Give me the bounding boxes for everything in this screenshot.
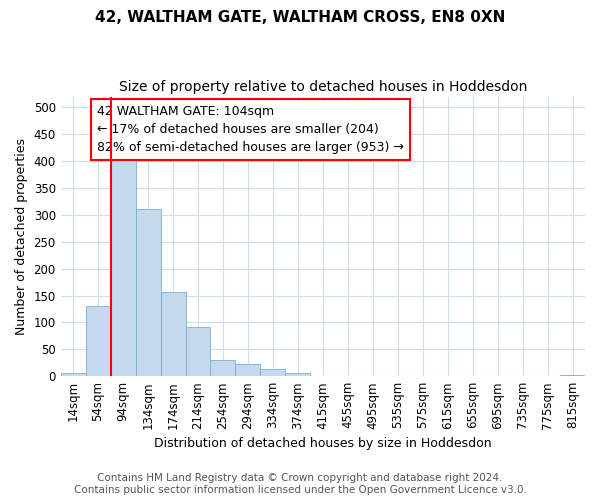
Bar [110,158,136,376]
Bar [185,326,211,376]
Bar [260,368,286,376]
Bar [86,306,110,376]
Text: 42 WALTHAM GATE: 104sqm
← 17% of detached houses are smaller (204)
82% of semi-d: 42 WALTHAM GATE: 104sqm ← 17% of detache… [97,105,404,154]
Bar [161,292,185,376]
Bar [211,360,235,376]
Text: Contains HM Land Registry data © Crown copyright and database right 2024.
Contai: Contains HM Land Registry data © Crown c… [74,474,526,495]
Bar [286,374,310,376]
Bar [136,210,161,376]
Bar [235,364,260,376]
Bar [560,375,585,376]
X-axis label: Distribution of detached houses by size in Hoddesdon: Distribution of detached houses by size … [154,437,491,450]
Text: 42, WALTHAM GATE, WALTHAM CROSS, EN8 0XN: 42, WALTHAM GATE, WALTHAM CROSS, EN8 0XN [95,10,505,25]
Title: Size of property relative to detached houses in Hoddesdon: Size of property relative to detached ho… [119,80,527,94]
Bar [61,374,86,376]
Y-axis label: Number of detached properties: Number of detached properties [15,138,28,335]
